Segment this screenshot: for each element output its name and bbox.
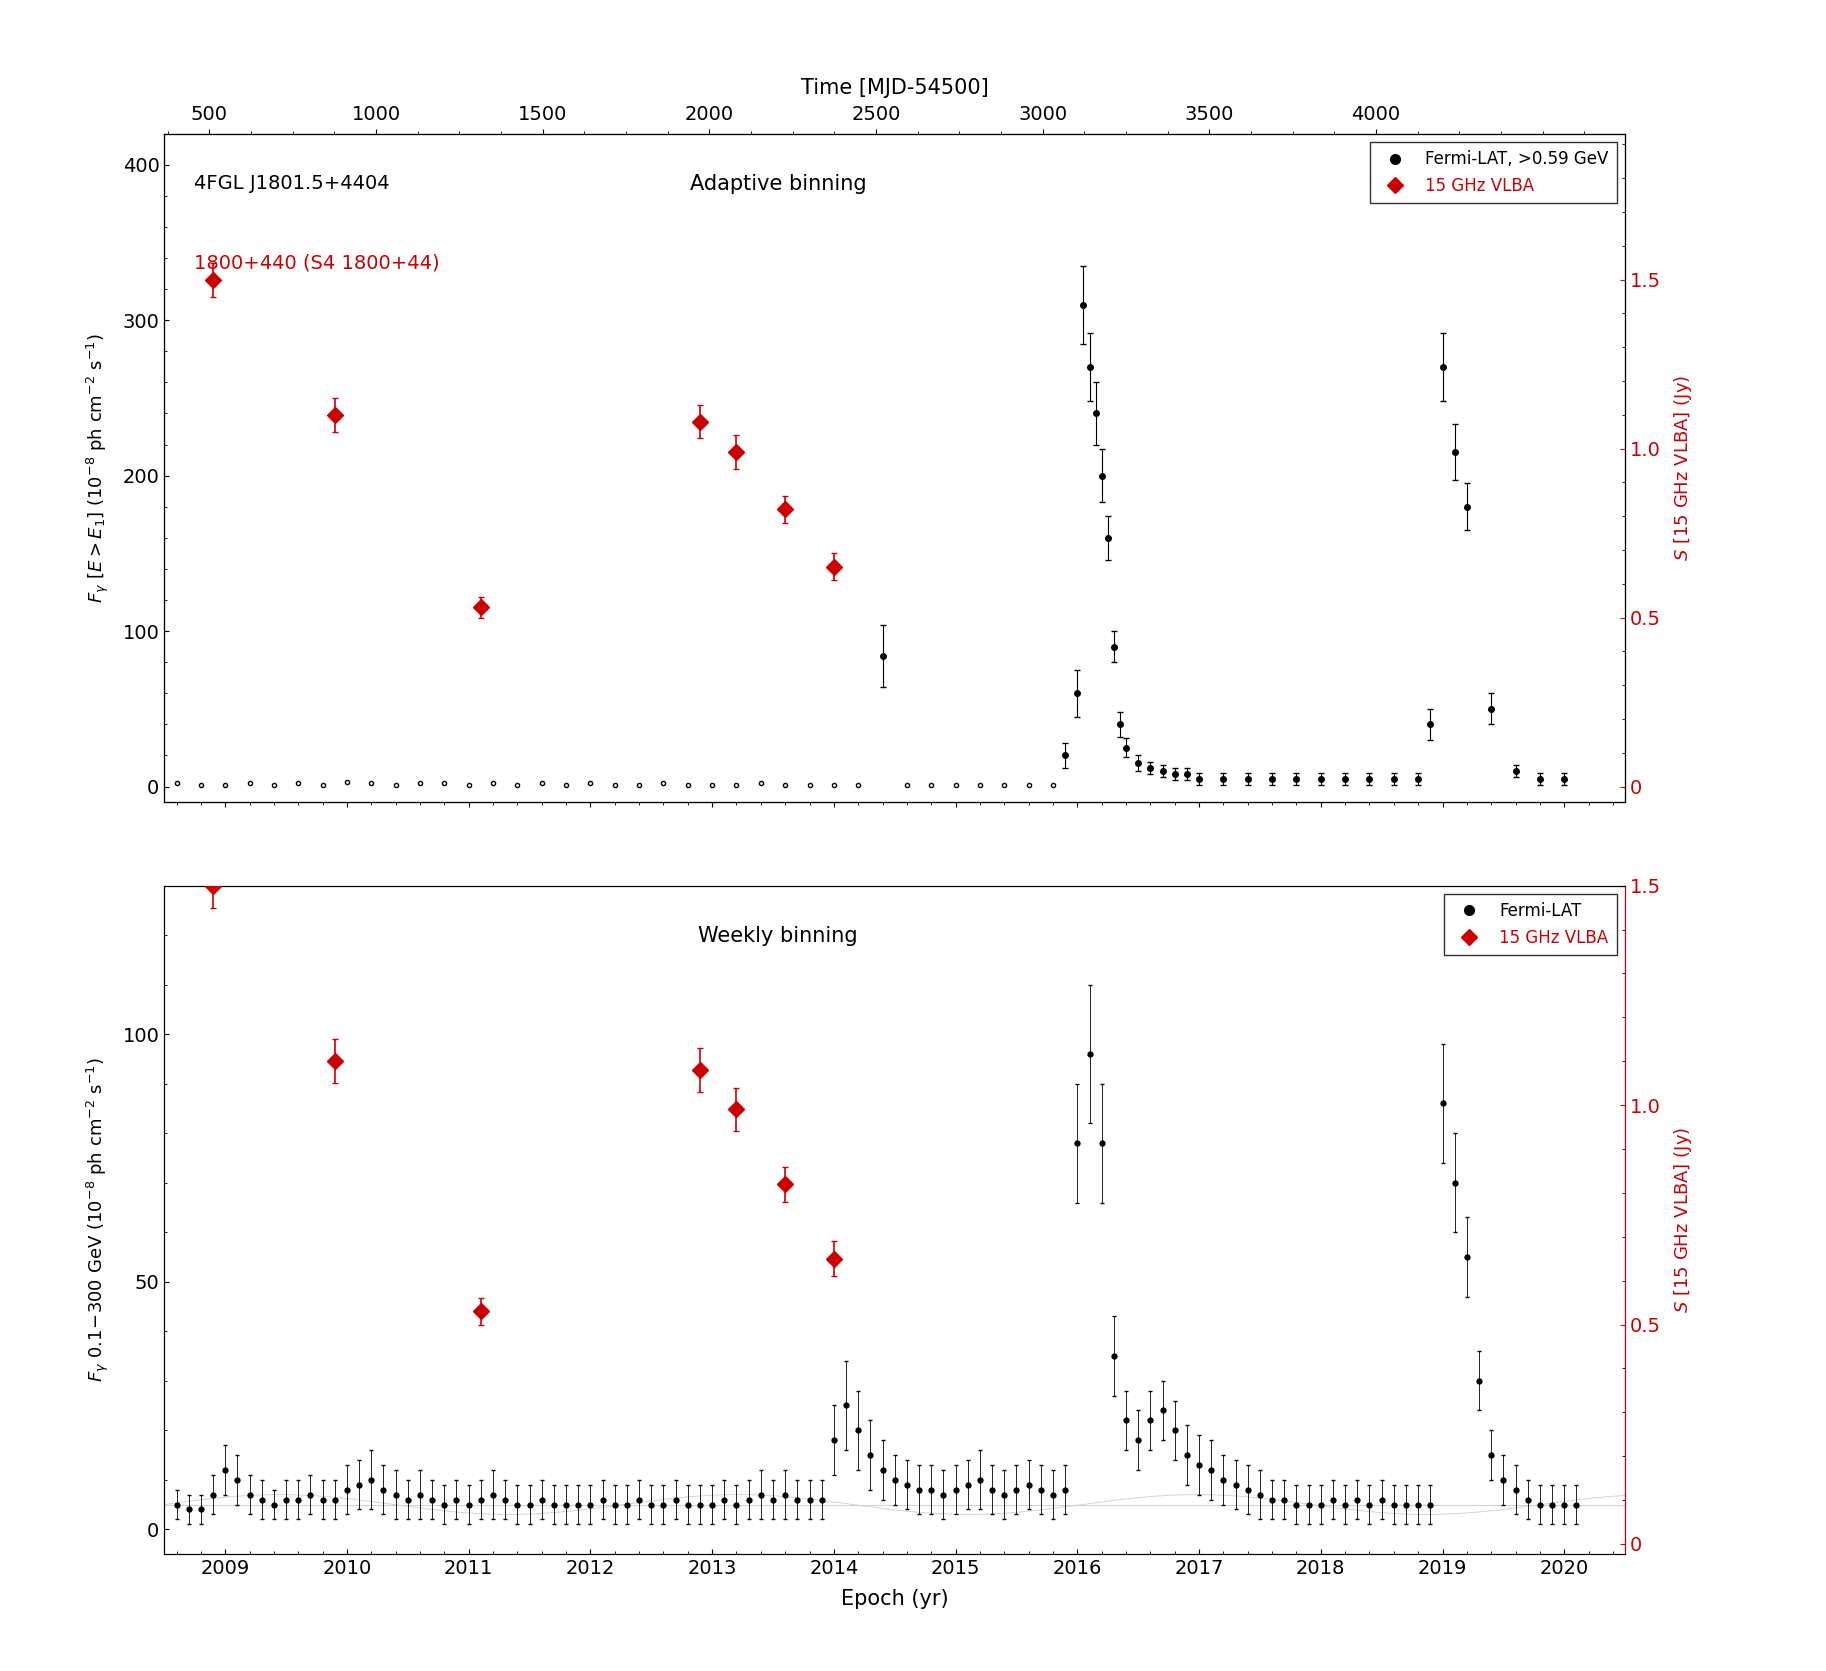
Legend: Fermi-LAT, >0.59 GeV, 15 GHz VLBA: Fermi-LAT, >0.59 GeV, 15 GHz VLBA [1370, 142, 1616, 202]
X-axis label: Epoch (yr): Epoch (yr) [842, 1589, 948, 1609]
Text: Weekly binning: Weekly binning [698, 926, 858, 946]
Y-axis label: $F_\gamma\ 0.1\!-\!300\ \mathrm{GeV}\ (10^{-8}\ \mathrm{ph\ cm^{-2}\ s^{-1}})$: $F_\gamma\ 0.1\!-\!300\ \mathrm{GeV}\ (1… [86, 1058, 111, 1382]
Text: 1800+440 (S4 1800+44): 1800+440 (S4 1800+44) [194, 254, 440, 272]
X-axis label: Time [MJD-54500]: Time [MJD-54500] [802, 79, 988, 99]
Text: 4FGL J1801.5+4404: 4FGL J1801.5+4404 [194, 174, 389, 192]
Legend: Fermi-LAT, 15 GHz VLBA: Fermi-LAT, 15 GHz VLBA [1444, 894, 1616, 954]
Text: Adaptive binning: Adaptive binning [690, 174, 866, 194]
Y-axis label: $F_\gamma\ [E>E_1]\ (10^{-8}\ \mathrm{ph\ cm^{-2}\ s^{-1}})$: $F_\gamma\ [E>E_1]\ (10^{-8}\ \mathrm{ph… [86, 333, 111, 603]
Y-axis label: $S\ \mathrm{[15\ GHz\ VLBA]}\ (\mathrm{Jy})$: $S\ \mathrm{[15\ GHz\ VLBA]}\ (\mathrm{J… [1673, 374, 1695, 561]
Y-axis label: $S\ \mathrm{[15\ GHz\ VLBA]}\ (\mathrm{Jy})$: $S\ \mathrm{[15\ GHz\ VLBA]}\ (\mathrm{J… [1673, 1126, 1695, 1313]
